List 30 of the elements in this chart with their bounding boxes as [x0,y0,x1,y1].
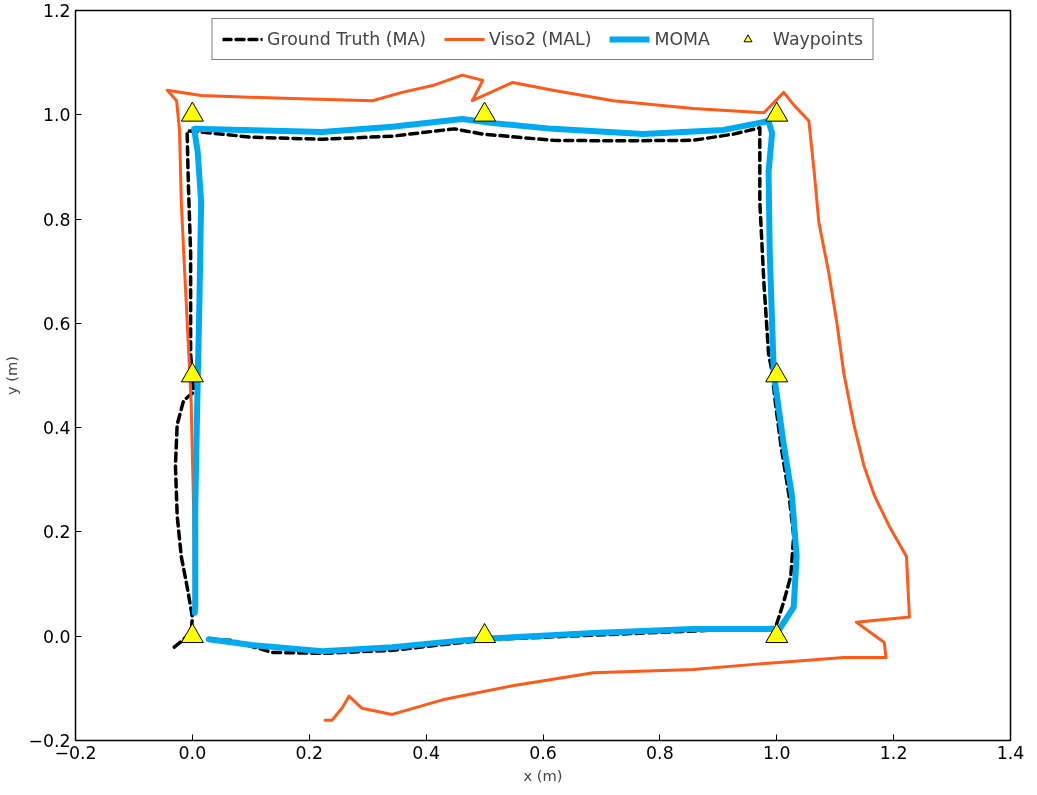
point [473,623,497,644]
x-tick-label: 0.0 [178,742,207,763]
point [765,101,789,122]
point [473,101,497,122]
x-tick-label: 1.4 [996,742,1025,763]
x-tick-label: 0.2 [295,742,324,763]
x-tick-label: 0.4 [412,742,440,763]
x-tick-label: 1.2 [879,742,908,763]
y-tick-label: 1.0 [42,105,71,126]
y-tick-label: 0.0 [42,626,71,647]
legend-label: Waypoints [772,29,863,49]
line-series [165,73,911,722]
x-tick-label: 0.8 [646,742,674,763]
point [180,101,204,122]
point [765,362,789,383]
y-tick-label: 1.2 [42,1,71,21]
y-tick-label: 0.6 [42,313,71,334]
y-tick-label: 0.8 [42,209,71,230]
point [180,623,204,644]
legend-label: Viso2 (MAL) [489,29,592,49]
point [180,362,204,383]
y-tick-label: 0.4 [42,418,71,439]
x-tick-label: 1.0 [762,742,791,763]
x-tick-label: 0.6 [529,742,557,763]
y-axis-title: y (m) [3,355,21,396]
legend-label: MOMA [654,29,710,49]
x-axis-title: x (m) [523,766,563,784]
point [765,623,789,644]
y-tick-label: 0.2 [42,522,71,543]
legend-label: Ground Truth (MA) [267,29,427,49]
